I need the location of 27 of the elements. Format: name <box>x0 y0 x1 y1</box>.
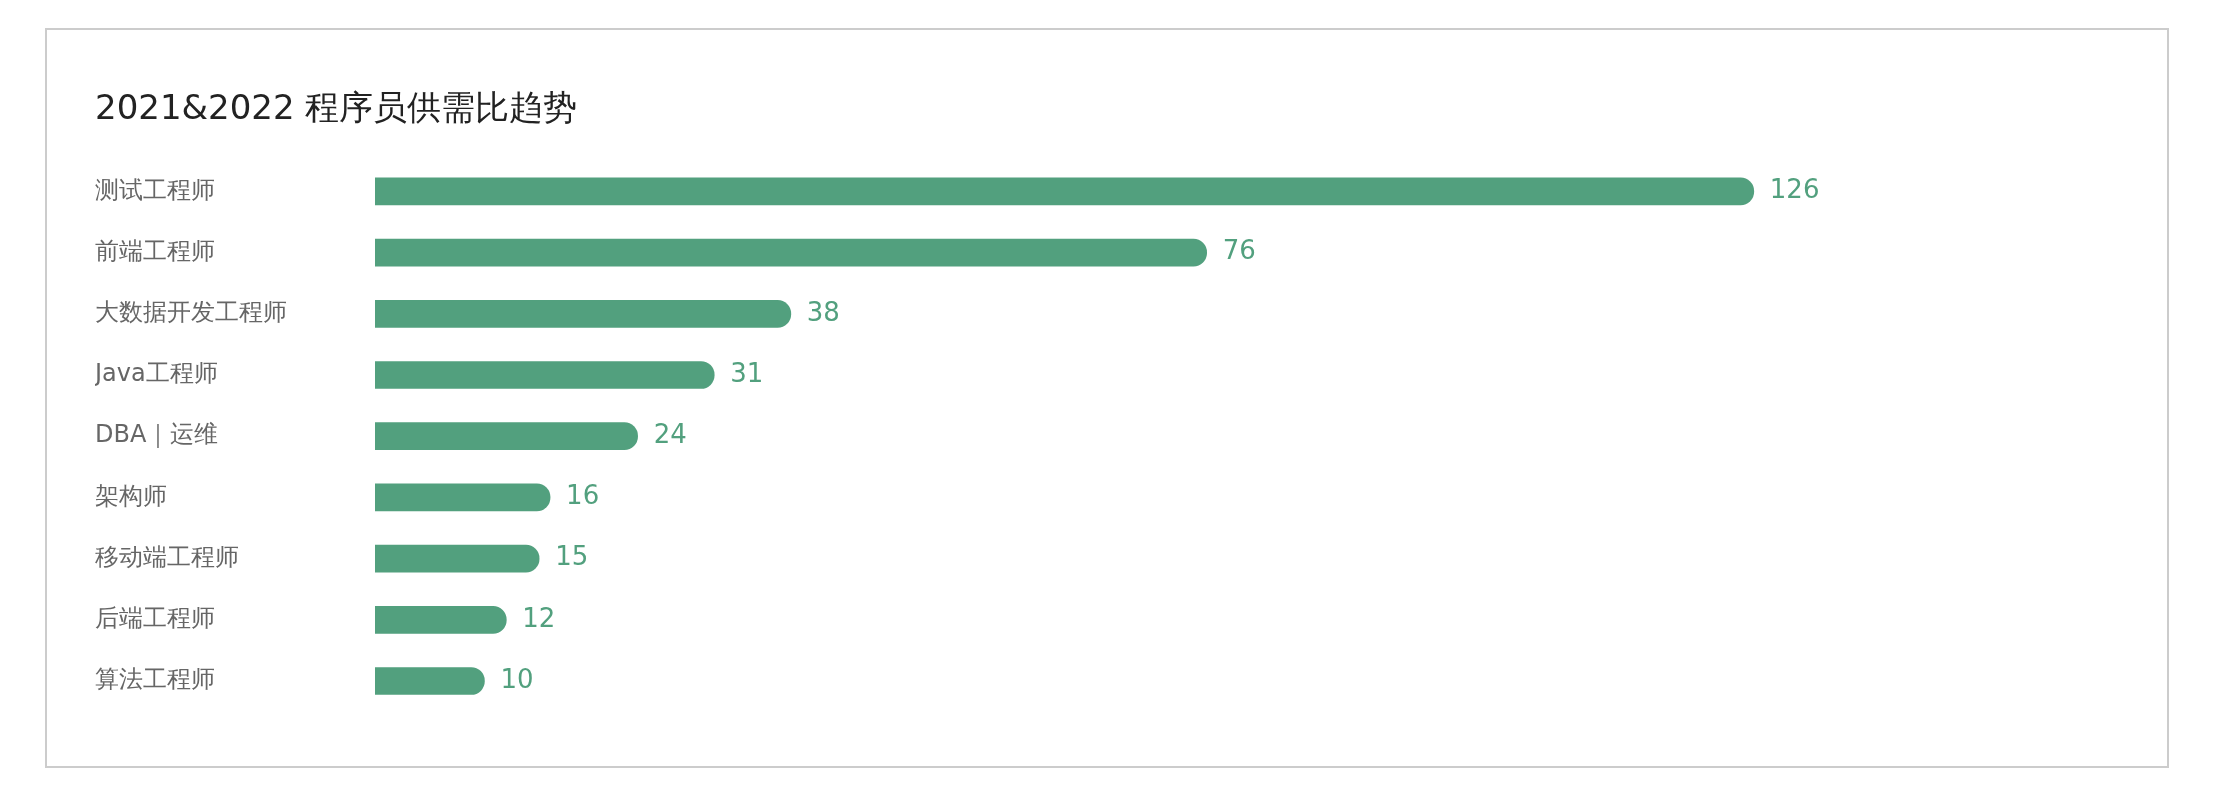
data-label: 126 <box>1769 174 1820 205</box>
y-tick-label: 架构师 <box>95 481 167 510</box>
data-label: 38 <box>806 296 840 327</box>
data-label: 76 <box>1222 235 1256 266</box>
bar <box>375 605 507 634</box>
y-tick-label: 前端工程师 <box>95 236 215 265</box>
y-tick-label: 算法工程师 <box>95 665 215 694</box>
bar <box>375 361 715 389</box>
bar <box>375 422 638 451</box>
y-tick-label: 测试工程师 <box>95 175 215 204</box>
data-label: 10 <box>500 663 534 694</box>
y-tick-label: 后端工程师 <box>95 604 215 633</box>
y-tick-label: 移动端工程师 <box>95 542 239 571</box>
bar <box>375 177 1755 206</box>
data-label: 31 <box>730 357 764 388</box>
data-label: 15 <box>555 541 589 572</box>
y-tick-label: 大数据开发工程师 <box>95 298 287 327</box>
data-label: 12 <box>522 602 556 633</box>
data-label: 16 <box>566 480 600 511</box>
bar <box>375 299 792 328</box>
y-tick-label: DBA｜运维 <box>95 420 219 449</box>
bar <box>375 667 485 695</box>
chart-title: 2021&2022 程序员供需比趋势 <box>95 87 578 128</box>
bar <box>375 544 540 573</box>
bar <box>375 238 1207 267</box>
bar <box>375 483 551 512</box>
data-label: 24 <box>653 418 687 449</box>
